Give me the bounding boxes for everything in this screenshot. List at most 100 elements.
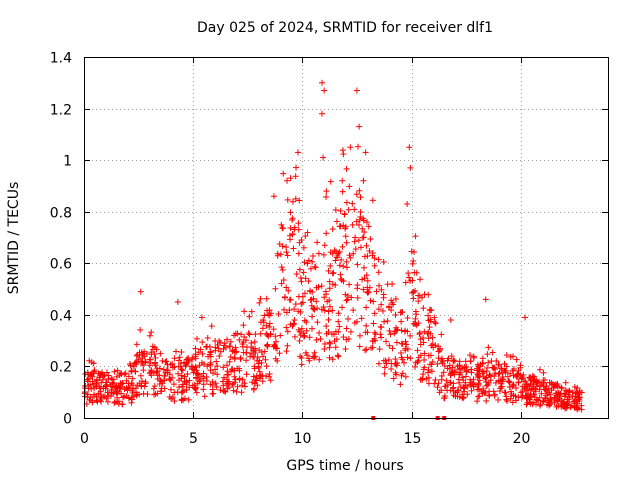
data-point xyxy=(383,338,390,345)
data-point xyxy=(554,398,561,405)
data-point xyxy=(276,350,283,357)
data-point xyxy=(119,401,126,408)
data-point xyxy=(250,386,257,393)
data-point xyxy=(426,324,433,331)
data-point xyxy=(210,390,217,397)
data-point xyxy=(452,389,459,396)
data-point xyxy=(313,336,320,343)
data-point xyxy=(325,308,332,315)
data-point xyxy=(200,370,207,377)
data-point xyxy=(238,331,245,338)
data-point xyxy=(576,388,583,395)
data-point xyxy=(483,368,490,375)
data-point xyxy=(421,291,428,298)
data-point xyxy=(289,217,296,224)
data-point xyxy=(173,348,180,355)
data-point xyxy=(179,388,186,395)
data-point xyxy=(491,391,498,398)
data-point xyxy=(286,296,293,303)
data-point xyxy=(275,310,282,317)
data-point xyxy=(515,379,522,386)
data-point xyxy=(302,233,309,240)
data-point xyxy=(348,294,355,301)
x-tick-label: 20 xyxy=(513,431,531,447)
data-point xyxy=(284,252,291,259)
data-point xyxy=(500,376,507,383)
data-point xyxy=(446,362,453,369)
data-point xyxy=(266,307,273,314)
data-point xyxy=(217,387,224,394)
data-point xyxy=(370,320,377,327)
data-point xyxy=(495,370,502,377)
data-point xyxy=(389,345,396,352)
data-point xyxy=(130,363,137,370)
data-point xyxy=(303,327,310,334)
data-point xyxy=(186,377,193,384)
data-point xyxy=(417,352,424,359)
data-point xyxy=(381,318,388,325)
data-point xyxy=(314,305,321,312)
data-point xyxy=(142,359,149,366)
x-tick-label: 10 xyxy=(294,431,312,447)
data-point xyxy=(277,332,284,339)
data-point xyxy=(112,398,119,405)
data-point xyxy=(404,354,411,361)
data-point xyxy=(544,390,551,397)
data-point xyxy=(414,347,421,354)
data-point xyxy=(347,328,354,335)
y-tick-label: 0.4 xyxy=(50,309,72,325)
data-point xyxy=(184,371,191,378)
data-point xyxy=(193,389,200,396)
data-point xyxy=(360,177,367,184)
data-point xyxy=(230,380,237,387)
data-point xyxy=(286,307,293,314)
data-point xyxy=(425,312,432,319)
data-point xyxy=(473,367,480,374)
data-point xyxy=(460,384,467,391)
data-point xyxy=(354,261,361,268)
data-point xyxy=(364,284,371,291)
data-point xyxy=(301,317,308,324)
data-point xyxy=(522,378,529,385)
data-point xyxy=(350,307,357,314)
data-point xyxy=(417,336,424,343)
data-point xyxy=(429,358,436,365)
data-point xyxy=(214,363,221,370)
data-point xyxy=(226,358,233,365)
data-point xyxy=(565,388,572,395)
data-point xyxy=(266,373,273,380)
data-point xyxy=(256,299,263,306)
data-point xyxy=(542,386,549,393)
data-point xyxy=(323,193,330,200)
data-point xyxy=(537,402,544,409)
data-point xyxy=(343,199,350,206)
data-point xyxy=(151,391,158,398)
data-point xyxy=(356,343,363,350)
data-point xyxy=(320,154,327,161)
data-point xyxy=(192,345,199,352)
data-point xyxy=(411,249,418,256)
data-point xyxy=(309,258,316,265)
data-point xyxy=(189,365,196,372)
data-point xyxy=(330,269,337,276)
data-point xyxy=(128,399,135,406)
data-point xyxy=(105,372,112,379)
data-point xyxy=(273,338,280,345)
data-point xyxy=(266,320,273,327)
data-point xyxy=(199,339,206,346)
data-point xyxy=(316,356,323,363)
data-point xyxy=(231,354,238,361)
data-point xyxy=(281,306,288,313)
data-point xyxy=(129,375,136,382)
data-point xyxy=(357,244,364,251)
data-point xyxy=(258,373,265,380)
data-point xyxy=(432,320,439,327)
data-point xyxy=(321,242,328,249)
data-point xyxy=(404,315,411,322)
data-point xyxy=(251,338,258,345)
data-point xyxy=(438,355,445,362)
data-point xyxy=(279,243,286,250)
data-point xyxy=(523,394,530,401)
data-point xyxy=(263,363,270,370)
data-point xyxy=(292,173,299,180)
